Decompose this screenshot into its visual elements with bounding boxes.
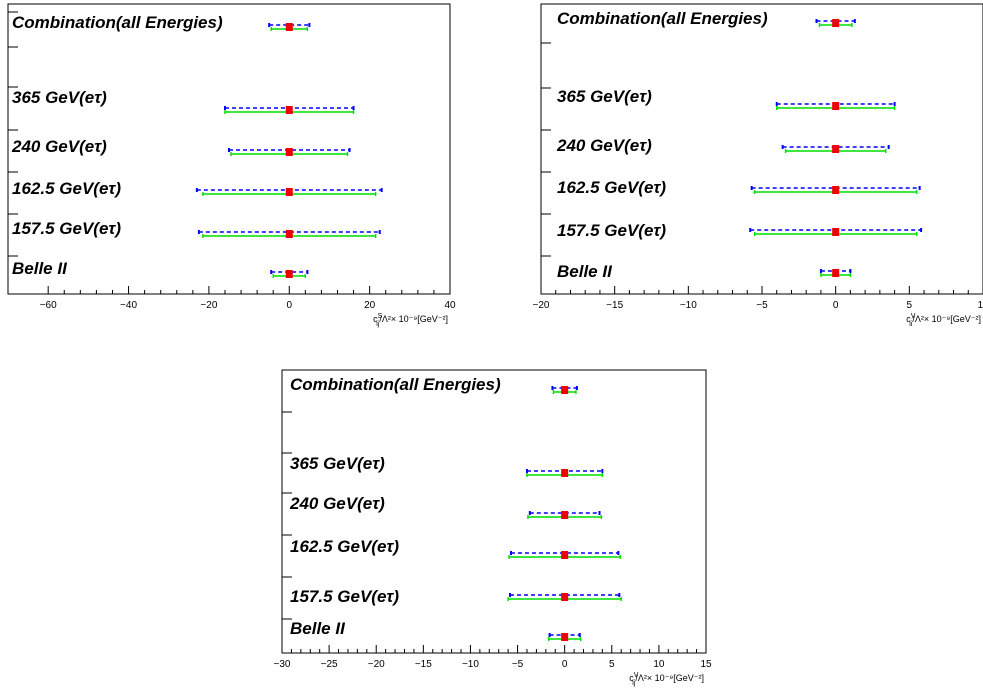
- x-tick-label: −5: [756, 300, 768, 311]
- category-label: 365 GeV(eτ): [557, 87, 652, 106]
- central-value-marker: [561, 386, 569, 394]
- central-value-marker: [561, 469, 569, 477]
- category-label: 157.5 GeV(eτ): [290, 587, 399, 606]
- category-label: Belle II: [290, 619, 346, 638]
- category-label: 162.5 GeV(eτ): [12, 179, 121, 198]
- central-value-marker: [561, 551, 569, 559]
- category-label: 157.5 GeV(eτ): [12, 219, 121, 238]
- category-label: Combination(all Energies): [557, 9, 768, 28]
- central-value-marker: [832, 186, 840, 194]
- chart-panel-3: −30 −25 −20 −15 −10 −5 0 5 10 15 cV ij/Λ²× 10⁻⁹[GeV…: [274, 369, 712, 687]
- x-tick-label: 40: [444, 300, 456, 311]
- category-label: Belle II: [12, 259, 68, 278]
- x-tick-label: −10: [680, 300, 697, 311]
- central-value-marker: [285, 106, 293, 114]
- category-label: 157.5 GeV(eτ): [557, 221, 666, 240]
- x-tick-label: −25: [321, 659, 338, 670]
- x-tick-label: −60: [40, 300, 57, 311]
- x-tick-label: 15: [700, 659, 712, 670]
- central-value-marker: [832, 228, 840, 236]
- x-tick-label: 0: [562, 659, 568, 670]
- x-tick-label: −5: [512, 659, 524, 670]
- x-axis-title: cV ij/Λ²× 10⁻⁹[GeV⁻²]: [629, 672, 704, 687]
- x-tick-label: 0: [286, 300, 292, 311]
- central-value-marker: [285, 270, 293, 278]
- x-tick-label: 5: [609, 659, 615, 670]
- x-tick-label: 0: [833, 300, 839, 311]
- central-value-marker: [561, 593, 569, 601]
- x-tick-label: −20: [368, 659, 385, 670]
- central-value-marker: [561, 633, 569, 641]
- central-value-marker: [285, 148, 293, 156]
- x-tick-label: −10: [462, 659, 479, 670]
- x-tick-label: 20: [364, 300, 376, 311]
- category-label: 240 GeV(eτ): [289, 494, 385, 513]
- category-label: 240 GeV(eτ): [556, 136, 652, 155]
- central-value-marker: [832, 102, 840, 110]
- x-tick-label: −30: [274, 659, 291, 670]
- x-tick-label: −40: [120, 300, 137, 311]
- category-label: Combination(all Energies): [290, 375, 501, 394]
- x-tick-label: −15: [415, 659, 432, 670]
- x-axis-title: cV ii/Λ²× 10⁻⁹[GeV⁻²]: [906, 313, 981, 328]
- central-value-marker: [832, 269, 840, 277]
- category-label: 240 GeV(eτ): [11, 137, 107, 156]
- central-value-marker: [285, 23, 293, 31]
- x-tick-label: 10: [977, 300, 983, 311]
- x-tick-label: 5: [907, 300, 913, 311]
- plot-frame: [281, 369, 707, 654]
- category-label: 365 GeV(eτ): [12, 88, 107, 107]
- category-label: Belle II: [557, 262, 613, 281]
- category-label: 162.5 GeV(eτ): [290, 537, 399, 556]
- x-tick-label: 10: [653, 659, 665, 670]
- category-label: 162.5 GeV(eτ): [557, 178, 666, 197]
- x-tick-label: −15: [606, 300, 623, 311]
- x-tick-label: −20: [200, 300, 217, 311]
- central-value-marker: [561, 511, 569, 519]
- x-axis-title: cS ij/Λ²× 10⁻⁹[GeV⁻²]: [373, 313, 448, 328]
- central-value-marker: [832, 19, 840, 27]
- central-value-marker: [832, 145, 840, 153]
- category-label: 365 GeV(eτ): [290, 454, 385, 473]
- central-value-marker: [285, 188, 293, 196]
- category-label: Combination(all Energies): [12, 13, 223, 32]
- chart-panel-1: −60 −40 −20 0 20 40 cS ij/Λ²× 10⁻⁹[GeV⁻²] Combin…: [7, 3, 456, 328]
- x-tick-label: −20: [533, 300, 550, 311]
- plot-frame: [7, 3, 451, 295]
- central-value-marker: [285, 230, 293, 238]
